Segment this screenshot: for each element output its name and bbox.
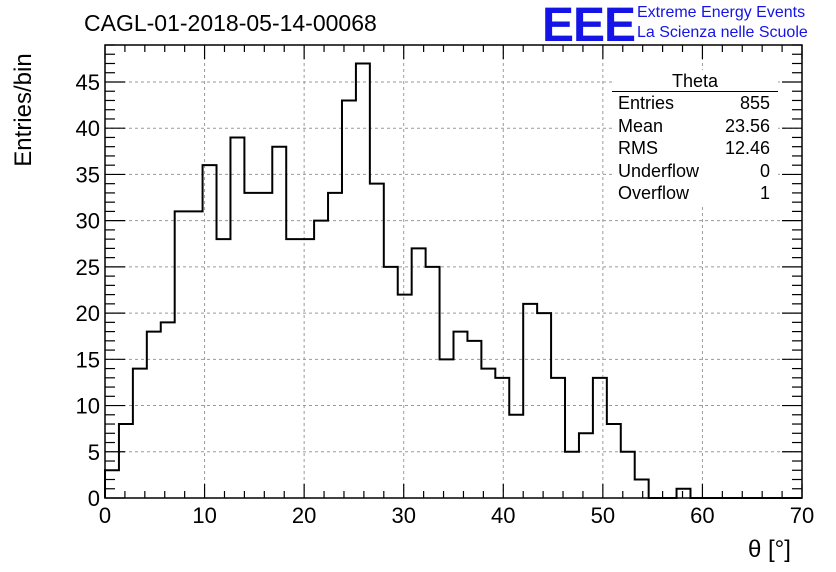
stats-label: Entries [618,93,675,113]
histogram-bin [258,193,272,498]
x-tick-label: 70 [790,503,814,528]
histogram-bin [635,480,649,498]
stats-row-overflow: Overflow 1 [612,182,778,205]
histogram-bin [230,137,244,498]
run-title: CAGL-01-2018-05-14-00068 [84,10,377,36]
histogram-bin [509,415,523,498]
histogram-bin [105,470,119,498]
y-tick-label: 30 [76,209,100,234]
stats-value: 1 [759,183,770,204]
grid-lines [105,45,802,498]
histogram-bin [467,341,481,498]
histogram-bin [119,424,133,498]
plot-frame [104,44,803,499]
histogram-bin [523,304,537,498]
histogram-bin [579,433,593,498]
histogram-bin [161,322,175,498]
histogram-bin [300,239,314,498]
histogram-bin [565,452,579,498]
y-axis-label: Entries/bin [10,53,37,167]
histogram-bin [607,424,621,498]
stats-label: Underflow [618,160,700,181]
histogram-bin [440,359,454,498]
histogram-bin [412,248,426,498]
stats-box: Theta Entries 855 Mean 23.56 RMS 12.46 U… [612,70,778,205]
stats-value: 855 [739,93,770,113]
y-tick-label: 45 [76,70,100,95]
y-tick-label: 5 [88,440,100,465]
histogram-bin [398,295,412,498]
histogram-bin [551,378,565,498]
stats-label: Overflow [618,183,690,204]
y-tick-label: 15 [76,347,100,372]
histogram-bin [593,378,607,498]
histogram-bin [147,332,161,498]
stats-value: 12.46 [724,138,770,159]
y-tick-label: 35 [76,162,100,187]
histogram-bin [426,267,440,498]
x-tick-label: 10 [192,503,216,528]
histogram-bin [342,100,356,498]
stats-value: 0 [759,160,770,181]
x-tick-label: 50 [591,503,615,528]
histogram-bin [133,369,147,498]
y-tick-label: 0 [88,486,100,511]
logo-line-2: La Scienza nelle Scuole [637,24,808,41]
y-tick-label: 20 [76,301,100,326]
histogram-bin [677,489,691,498]
stats-row-rms: RMS 12.46 [612,137,778,160]
histogram-bin [175,211,189,498]
eee-logo: EEE [542,0,636,52]
stats-row-mean: Mean 23.56 [612,115,778,138]
stats-row-entries: Entries 855 [612,92,778,115]
histogram-bin [189,211,203,498]
stats-title: Theta [612,70,778,92]
histogram-bin [286,239,300,498]
x-tick-label: 40 [491,503,515,528]
stats-value: 23.56 [724,115,770,136]
y-tick-label: 25 [76,255,100,280]
histogram-bin [217,239,231,498]
histogram-bin [454,332,468,498]
x-axis-label: θ [°] [748,536,791,563]
y-tick-label: 10 [76,394,100,419]
histogram-bin [495,378,509,498]
stats-row-underflow: Underflow 0 [612,160,778,183]
x-tick-label: 30 [391,503,415,528]
histogram-outline [104,62,802,499]
x-tick-label: 0 [99,503,111,528]
histogram-bin [272,147,286,498]
x-tick-label: 60 [690,503,714,528]
x-tick-label: 20 [292,503,316,528]
histogram-bin [481,369,495,498]
logo-line-1: Extreme Energy Events [637,4,806,21]
stats-label: RMS [618,138,658,159]
stats-label: Mean [618,115,664,136]
y-tick-label: 40 [76,116,100,141]
histogram-bin [384,267,398,498]
histogram-bin [370,184,384,498]
